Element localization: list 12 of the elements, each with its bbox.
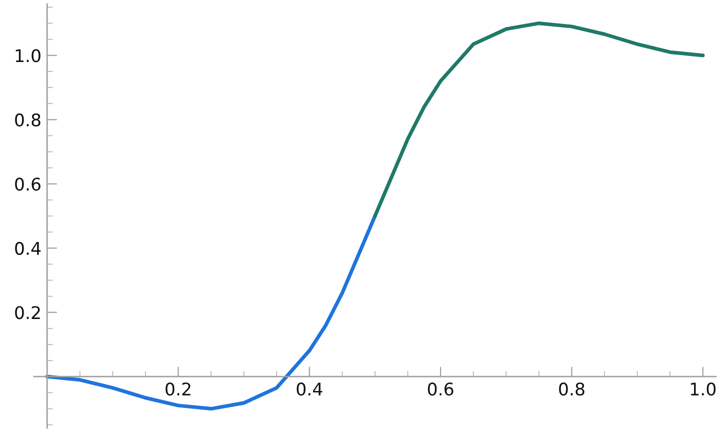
line-series bbox=[45, 214, 377, 411]
y-tick-label: 1.0 bbox=[16, 49, 40, 62]
x-tick-label: 0.8 bbox=[559, 382, 584, 396]
line-series bbox=[373, 21, 705, 218]
x-tick-label: 0.4 bbox=[296, 382, 322, 396]
x-tick-label: 1.0 bbox=[690, 382, 716, 396]
y-tick-label: 0.4 bbox=[15, 242, 41, 255]
y-tick-label: 0.2 bbox=[15, 306, 40, 320]
x-tick-label: 0.2 bbox=[166, 382, 190, 396]
y-tick-label: 0.6 bbox=[15, 178, 40, 191]
x-tick-label: 0.6 bbox=[428, 382, 454, 396]
y-tick-label: 0.8 bbox=[15, 113, 40, 126]
